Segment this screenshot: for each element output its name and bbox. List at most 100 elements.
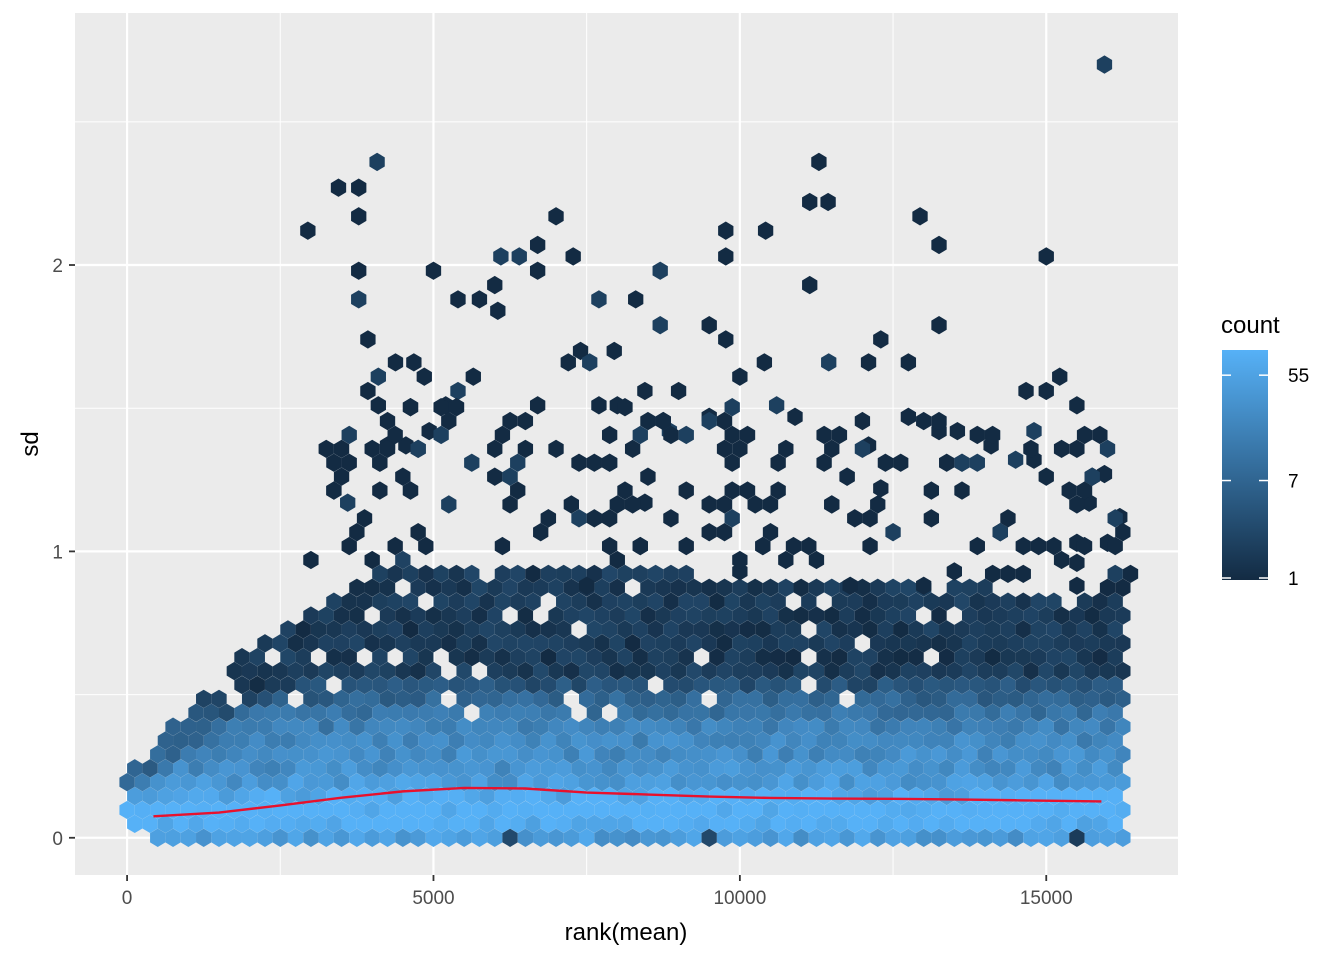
hexbin	[579, 773, 595, 792]
hexbin-sparse	[916, 411, 932, 431]
hexbin	[563, 800, 580, 820]
hexbin	[893, 759, 909, 778]
hexbin	[280, 731, 296, 750]
hexbin	[579, 634, 595, 653]
hexbin	[272, 717, 288, 736]
hexbin	[870, 828, 886, 847]
hexbin-sparse	[586, 509, 602, 528]
hexbin	[617, 675, 633, 695]
hexbin	[188, 814, 204, 834]
hexbin	[579, 828, 595, 847]
hexbin-outlier	[560, 353, 576, 372]
hexbin	[954, 703, 970, 722]
hexbin	[525, 786, 541, 806]
hexbin	[885, 828, 901, 847]
hexbin	[494, 759, 511, 778]
hexbin	[127, 759, 143, 778]
hexbin-outlier	[529, 396, 546, 415]
hexbin	[847, 648, 863, 667]
hexbin	[556, 620, 572, 639]
hexbin	[556, 703, 572, 722]
hexbin	[686, 634, 702, 653]
hexbin	[464, 592, 480, 611]
hexbin	[502, 773, 518, 792]
hexbin-sparse	[1046, 536, 1062, 556]
hexbin	[916, 717, 932, 736]
hexbin	[793, 773, 809, 792]
hexbin	[839, 745, 855, 764]
hexbin-sparse	[762, 495, 779, 514]
hexbin	[456, 717, 472, 736]
hexbin	[219, 814, 235, 834]
hexbin	[816, 759, 832, 778]
hexbin	[709, 675, 725, 695]
hexbin	[739, 648, 756, 667]
hexbin-sparse	[441, 411, 457, 431]
hexbin-outlier	[900, 353, 917, 372]
hexbin	[510, 786, 526, 806]
hexbin-sparse	[724, 398, 740, 417]
hexbin	[678, 675, 694, 695]
hexbin-sparse	[448, 398, 465, 417]
hexbin	[839, 606, 855, 625]
hexbin	[402, 648, 419, 667]
hexbin	[448, 786, 465, 806]
hexbin	[356, 759, 373, 778]
hexbin	[318, 800, 334, 820]
hexbin-sparse	[716, 495, 733, 514]
hexbin	[655, 773, 671, 792]
hexbin	[923, 814, 940, 834]
hexbin	[877, 814, 894, 834]
hexbin-sparse	[1053, 550, 1070, 570]
hexbin	[831, 703, 848, 722]
hexbin	[785, 786, 802, 806]
hexbin	[464, 786, 480, 806]
hexbin	[1053, 661, 1070, 681]
hexbin	[908, 675, 924, 695]
hexbin-outlier	[591, 396, 607, 415]
hexbin-sparse	[326, 453, 342, 472]
hexbin	[387, 564, 403, 584]
hexbin	[1084, 689, 1100, 709]
hexbin-outlier	[1069, 576, 1085, 595]
hexbin	[203, 703, 220, 722]
hexbin	[961, 689, 978, 709]
hexbin	[877, 620, 894, 639]
hexbin	[732, 717, 748, 736]
hexbin	[670, 606, 687, 625]
hexbin	[196, 745, 212, 764]
hexbin	[364, 634, 380, 653]
hexbin	[533, 689, 549, 709]
hexbin-sparse	[387, 536, 403, 556]
x-tick-label: 5000	[412, 888, 454, 909]
hexbin	[640, 661, 656, 681]
hexbin	[402, 564, 419, 584]
hexbin	[885, 689, 901, 709]
hexbin	[280, 675, 296, 695]
hexbin	[418, 675, 434, 695]
hexbin	[984, 648, 1001, 667]
hexbin	[701, 717, 717, 736]
hexbin	[318, 745, 334, 764]
hexbin-outlier	[718, 221, 734, 240]
hexbin	[142, 814, 158, 834]
hexbin	[632, 648, 648, 667]
hexbin-sparse	[770, 481, 786, 500]
hexbin	[808, 606, 825, 625]
hexbin	[1000, 648, 1016, 667]
hexbin	[716, 661, 733, 681]
hexbin	[770, 620, 786, 639]
hexbin	[762, 800, 779, 820]
hexbin-sparse	[824, 439, 840, 459]
hexbin	[349, 717, 365, 736]
hexbin	[379, 578, 396, 597]
hexbin	[1069, 745, 1085, 764]
hexbin	[732, 745, 748, 764]
hexbin-outlier	[351, 261, 367, 280]
hexbin	[1046, 620, 1062, 639]
hexbin	[379, 828, 396, 847]
hexbin	[1000, 759, 1016, 778]
hexbin	[847, 786, 863, 806]
hexbin	[724, 620, 740, 639]
hexbin	[464, 759, 480, 778]
